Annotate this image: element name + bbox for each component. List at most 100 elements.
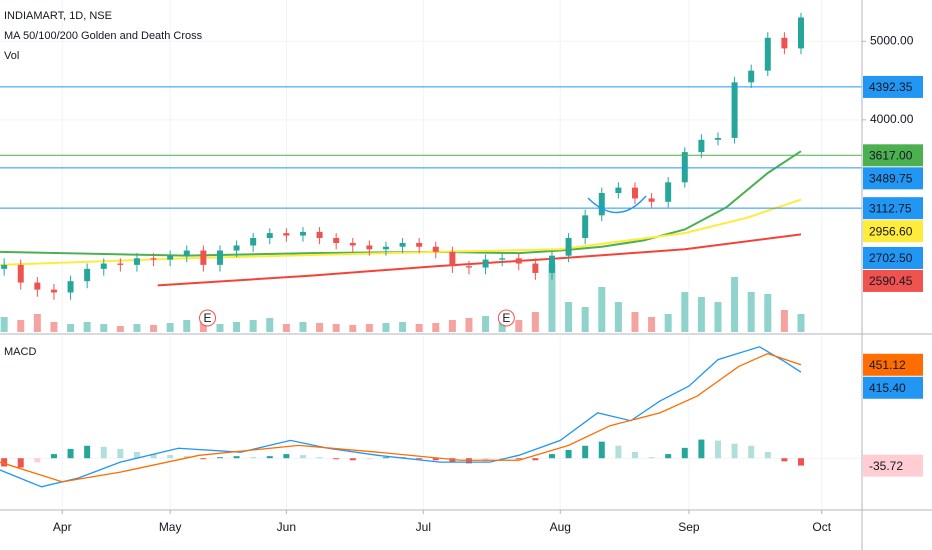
volume-bar [216, 324, 224, 332]
candle-body [781, 37, 788, 49]
volume-bar [714, 302, 722, 332]
y-tick-label: 5000.00 [870, 33, 914, 47]
candle-body [349, 242, 356, 246]
candle-body [565, 238, 572, 256]
candle-body [432, 246, 439, 252]
x-tick-label: Sep [678, 520, 700, 534]
histogram-bar [50, 454, 57, 459]
volume-bar [664, 314, 672, 332]
axis-labels: Apr May Jun Jul Aug Sep Oct 5000.00 4000.00 4392.… [53, 33, 923, 534]
volume-bar [780, 310, 788, 332]
histogram-bar [382, 457, 389, 459]
volume-bar [747, 292, 755, 332]
volume-bar [465, 318, 473, 332]
volume-bar [399, 322, 407, 332]
candle-body [631, 187, 638, 199]
volume-bar [150, 325, 158, 332]
volume-bar [631, 312, 639, 332]
price-label-box [863, 246, 923, 269]
histogram-bar [216, 457, 223, 459]
pattern-drawing [587, 195, 647, 214]
histogram-bar [665, 454, 672, 459]
candle-body [133, 258, 140, 265]
histogram-bar [100, 446, 107, 459]
volume-bar [764, 294, 772, 332]
histogram-bar [582, 445, 589, 459]
candle-body [465, 266, 472, 268]
price-label: 3489.75 [869, 171, 913, 185]
symbol-title: INDIAMART, 1D, NSE [4, 10, 112, 22]
x-tick-label: Aug [550, 520, 571, 534]
histogram-bar [615, 445, 622, 459]
histogram-bar [532, 458, 539, 461]
volume-bar [116, 326, 124, 332]
histogram-bar [548, 454, 555, 459]
histogram-bar [117, 448, 124, 459]
volume-bar [797, 314, 805, 332]
volume-bar [332, 324, 340, 332]
histogram-bar [67, 448, 74, 459]
volume-bar [83, 322, 91, 332]
candle-body [449, 251, 456, 267]
price-label-box [863, 75, 923, 98]
candle-body [582, 215, 589, 239]
histogram-bar [266, 456, 273, 459]
volume-bar [282, 324, 290, 332]
candle-body [50, 289, 57, 293]
histogram-bar [648, 457, 655, 459]
price-label-box [863, 269, 923, 292]
candle-body [84, 268, 91, 282]
candle-body [499, 258, 506, 260]
candle-body [665, 182, 672, 202]
candle-body [67, 281, 74, 293]
price-label-box [863, 167, 923, 190]
volume-bar [565, 302, 573, 332]
volume-bar [183, 320, 191, 332]
candle-body [233, 245, 240, 251]
candle-body [797, 17, 804, 49]
price-label-box [863, 144, 923, 167]
volume-bar [50, 322, 58, 332]
price-label: 2590.45 [869, 274, 913, 288]
volume-bar [598, 287, 606, 332]
moving-average-line [157, 233, 802, 287]
histogram-bar [167, 455, 174, 459]
histogram-bar [34, 458, 41, 463]
price-label-box [863, 454, 923, 477]
price-label: 451.12 [869, 358, 906, 372]
histogram-bar [764, 452, 771, 459]
candle-body [681, 152, 688, 183]
candle-body [548, 255, 555, 273]
candle-body [283, 233, 290, 236]
candle-body [100, 263, 107, 269]
price-label-box [863, 197, 923, 220]
volume-bar [648, 317, 656, 332]
candle-body [731, 82, 738, 138]
histogram-bar [183, 456, 190, 459]
candle-body [532, 263, 539, 273]
histogram-bar [698, 439, 705, 459]
volume-bar [548, 264, 556, 332]
grid [0, 0, 862, 510]
volume-bar [67, 324, 75, 332]
histogram-bar [283, 454, 290, 459]
histogram-bar [681, 447, 688, 459]
volume-bar [266, 318, 274, 332]
histogram-bar [598, 441, 605, 459]
volume-bar [581, 307, 589, 332]
volume-bar [133, 324, 141, 332]
volume-bar [365, 324, 373, 332]
histogram-bar [150, 454, 157, 459]
histogram-bar [233, 456, 240, 459]
price-label: 415.40 [869, 381, 906, 395]
volume-bar [316, 323, 324, 332]
candle-body [316, 231, 323, 239]
volume-bar [17, 320, 25, 332]
histogram-bar [349, 458, 356, 461]
histogram-bar [84, 445, 91, 459]
histogram-bar [299, 455, 306, 459]
price-label: 2702.50 [869, 251, 913, 265]
candle-body [17, 264, 24, 283]
histogram-bar [316, 457, 323, 459]
volume-bar [614, 302, 622, 332]
